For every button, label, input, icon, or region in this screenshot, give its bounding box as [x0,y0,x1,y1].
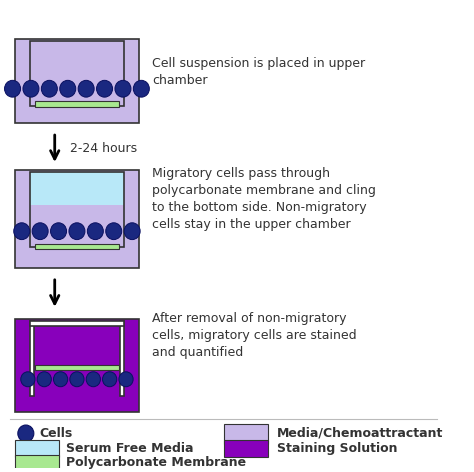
Circle shape [41,80,57,97]
Bar [30,172,124,204]
Circle shape [32,223,48,240]
Bar [224,424,268,444]
Text: Migratory cells pass through
polycarbonate membrane and cling
to the bottom side: Migratory cells pass through polycarbona… [153,167,376,231]
Circle shape [51,223,66,240]
Circle shape [70,372,84,387]
Bar [224,440,268,457]
Bar [35,244,119,249]
Bar [15,455,59,471]
Circle shape [115,80,131,97]
Circle shape [102,372,117,387]
Circle shape [86,372,100,387]
Circle shape [119,372,133,387]
Circle shape [69,223,85,240]
Bar [30,41,124,107]
Text: Media/Chemoattractant: Media/Chemoattractant [277,427,443,440]
Circle shape [60,80,76,97]
Text: Cells: Cells [39,427,73,440]
Bar [35,365,119,371]
Circle shape [124,223,140,240]
Circle shape [78,80,94,97]
Circle shape [21,372,35,387]
Bar [15,39,139,123]
Circle shape [37,372,51,387]
Text: Serum Free Media: Serum Free Media [66,442,193,455]
Bar [30,321,124,326]
Text: Cell suspension is placed in upper
chamber: Cell suspension is placed in upper chamb… [153,58,365,87]
Circle shape [97,80,112,97]
Text: Staining Solution: Staining Solution [277,442,397,455]
Bar [15,440,59,457]
Bar [30,321,34,396]
Bar [119,321,124,396]
Circle shape [18,425,34,442]
Circle shape [23,80,39,97]
Bar [15,169,139,268]
Bar [30,172,124,246]
Circle shape [106,223,122,240]
Circle shape [133,80,149,97]
Text: 2-24 hours: 2-24 hours [70,142,137,155]
Circle shape [14,223,30,240]
Text: Polycarbonate Membrane: Polycarbonate Membrane [66,456,246,469]
Circle shape [5,80,20,97]
Circle shape [87,223,103,240]
Text: After removal of non-migratory
cells, migratory cells are stained
and quantified: After removal of non-migratory cells, mi… [153,312,357,359]
Bar [35,101,119,107]
Bar [15,319,139,413]
Circle shape [54,372,68,387]
